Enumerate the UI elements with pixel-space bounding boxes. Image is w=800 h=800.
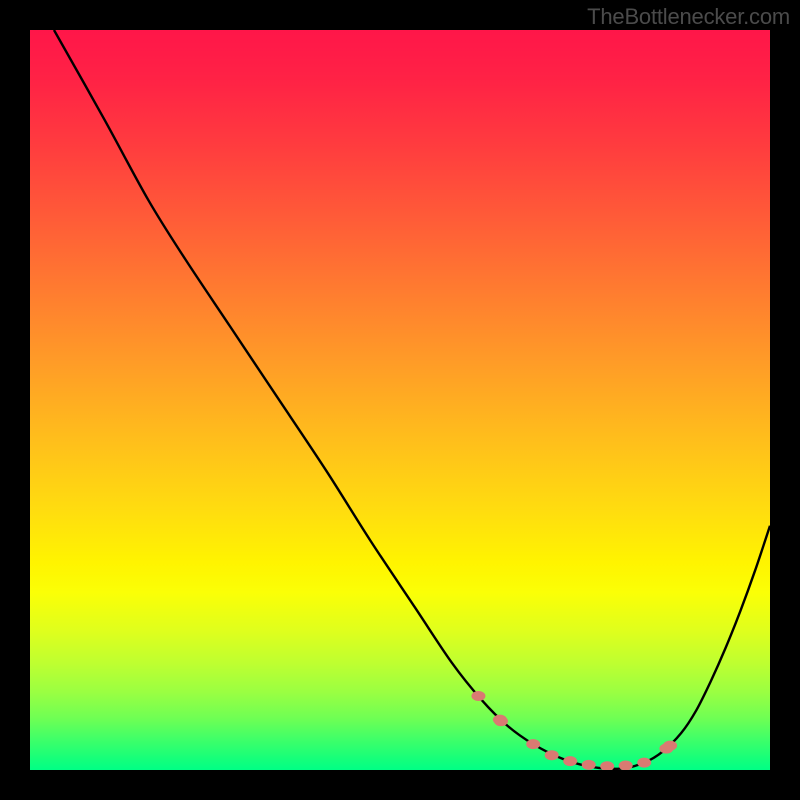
curve-marker: [545, 750, 559, 760]
curve-marker: [471, 691, 485, 701]
chart-background: [30, 30, 770, 770]
curve-marker: [526, 739, 540, 749]
curve-marker: [637, 758, 651, 768]
bottleneck-chart: [30, 30, 770, 770]
curve-marker: [582, 760, 596, 770]
curve-marker: [563, 756, 577, 766]
curve-marker: [663, 741, 677, 751]
curve-marker: [494, 716, 508, 726]
watermark-text: TheBottlenecker.com: [587, 4, 790, 30]
